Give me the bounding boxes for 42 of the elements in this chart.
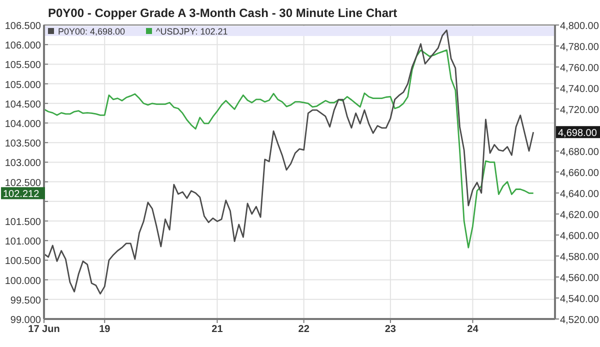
y2-tick-label: 4,800.00 [560,21,600,32]
y2-tick-label: 4,600.00 [560,231,600,242]
y-tick-label: 106.000 [4,40,42,52]
y2-tick-label: 4,680.00 [560,147,600,158]
chart-title: P0Y00 - Copper Grade A 3-Month Cash - 30 Minute Line Chart [48,6,398,20]
y-tick-label: 103.500 [4,138,42,150]
y-tick-label: 99.500 [10,295,42,306]
y2-tick-label: 4,740.00 [560,84,600,95]
text: 102.212 [3,189,40,200]
y2-tick-label: 4,620.00 [560,210,600,221]
text: 4,698.00 [558,128,598,140]
y2-tick-label: 4,720.00 [560,105,600,116]
x-tick-label: 19 [99,324,111,335]
x-tick-label: 21 [212,324,224,335]
x-tick-label: 23 [384,324,396,335]
line-series [43,49,534,248]
y-tick-label: 101.500 [4,217,42,228]
y-tick-label: 105.500 [4,60,42,72]
y2-tick-label: 4,560.00 [560,273,600,284]
legend-label: ^USDJPY: 102.21 [156,26,228,36]
x-tick-label: 24 [467,324,479,335]
y-tick-label: 104.000 [4,119,42,130]
y-tick-label: 99.000 [10,315,42,326]
y-tick-label: 104.500 [4,99,42,110]
y2-tick-label: 4,780.00 [560,42,600,53]
y-tick-label: 106.500 [4,21,42,32]
y2-tick-label: 4,520.00 [560,315,600,326]
legend-label: P0Y00: 4,698.00 [58,26,126,36]
y2-tick-label: 4,580.00 [560,252,600,263]
y-tick-label: 105.000 [4,80,42,91]
x-tick-label: 22 [298,324,310,335]
y2-tick-label: 4,640.00 [560,189,600,200]
y2-tick-label: 4,760.00 [560,63,600,74]
y-tick-label: 100.500 [4,256,42,268]
line-series [43,30,534,294]
y-tick-label: 100.000 [4,276,42,287]
y-tick-label: 101.000 [4,236,42,248]
y2-tick-label: 4,540.00 [560,294,600,305]
y-tick-label: 103.000 [4,158,42,170]
x-tick-label: 17 Jun [28,324,60,335]
y-tick-label: 102.500 [4,178,42,189]
y2-tick-label: 4,660.00 [560,168,600,179]
